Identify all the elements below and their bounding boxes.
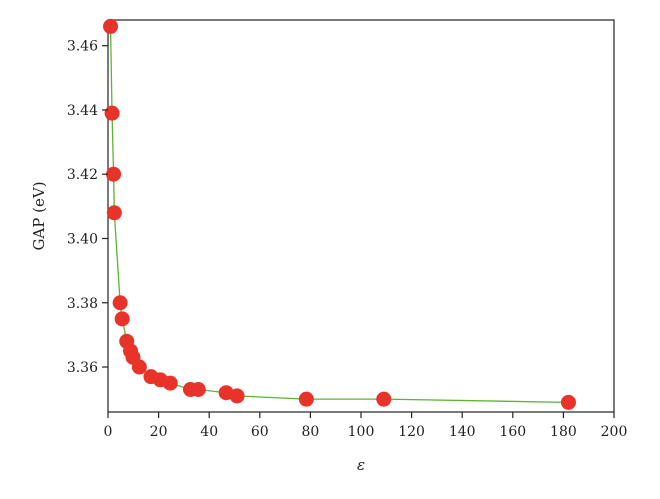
data-point [106, 205, 122, 221]
data-point [106, 166, 122, 182]
data-point [114, 311, 130, 327]
x-tick-label: 140 [449, 424, 476, 440]
plot-frame [107, 19, 615, 413]
data-point [131, 359, 147, 375]
y-axis: 3.36 3.38 3.40 3.42 3.44 3.46 [67, 39, 108, 376]
data-point [560, 394, 576, 410]
data-point [298, 391, 314, 407]
x-tick-label: 40 [200, 424, 218, 440]
y-tick-label: 3.36 [67, 360, 98, 376]
x-tick-label: 60 [251, 424, 269, 440]
x-tick-label: 80 [301, 424, 319, 440]
data-point [112, 295, 128, 311]
x-axis-label: ε [357, 456, 365, 474]
x-tick-label: 20 [150, 424, 168, 440]
x-tick-label: 120 [398, 424, 425, 440]
data-point [162, 375, 178, 391]
x-tick-label: 0 [104, 424, 113, 440]
data-point [103, 18, 119, 34]
data-point [104, 105, 120, 121]
y-tick-label: 3.38 [67, 296, 98, 312]
x-axis: 0 20 40 60 80 100 120 140 160 180 200 [104, 412, 628, 440]
x-tick-label: 180 [550, 424, 577, 440]
y-tick-label: 3.40 [67, 231, 98, 247]
y-tick-label: 3.44 [67, 103, 98, 119]
y-axis-label: GAP (eV) [30, 181, 48, 250]
plot-frame-group [107, 19, 615, 413]
y-tick-label: 3.46 [67, 39, 98, 55]
series-line [109, 26, 569, 404]
data-point [190, 382, 206, 398]
x-tick-label: 100 [348, 424, 375, 440]
series-layer [103, 18, 576, 410]
y-tick-label: 3.42 [67, 167, 98, 183]
x-tick-label: 200 [601, 424, 628, 440]
x-tick-label: 160 [499, 424, 526, 440]
data-point [229, 388, 245, 404]
data-point [376, 391, 392, 407]
